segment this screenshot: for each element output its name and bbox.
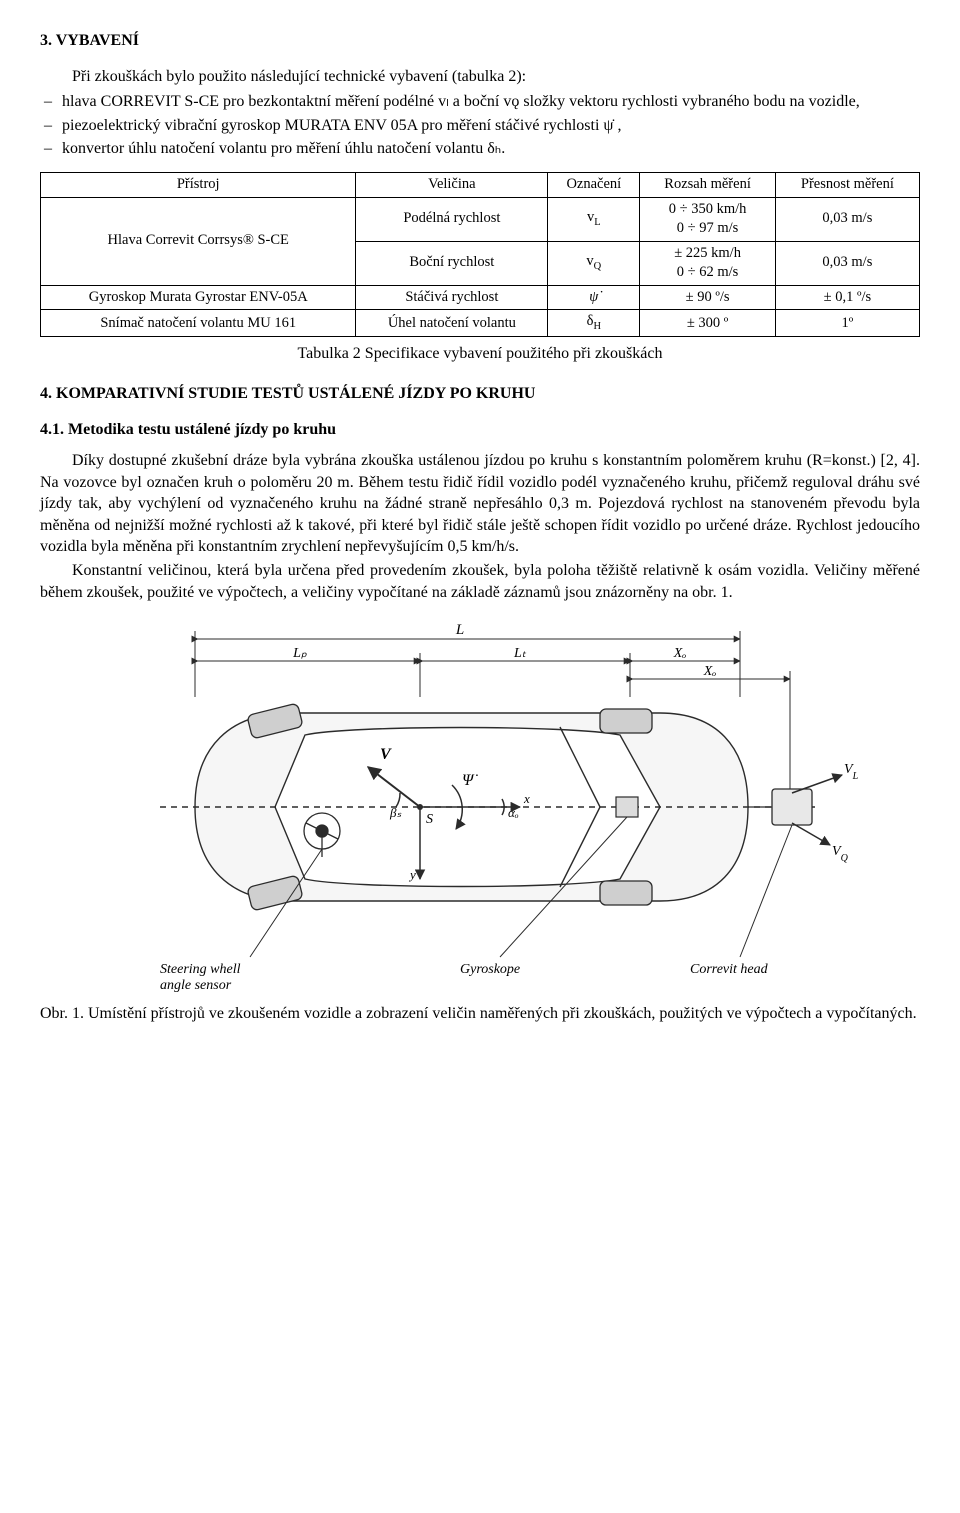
section-3-heading: 3. VYBAVENÍ — [40, 30, 920, 52]
cell-quantity: Úhel natočení volantu — [356, 310, 548, 337]
cell-device: Hlava Correvit Corrsys® S-CE — [41, 197, 356, 285]
cell-symbol: ψ̇ — [548, 285, 640, 310]
dim-Lt: Lₜ — [513, 646, 527, 661]
cell-symbol: vL — [548, 197, 640, 241]
section-4-heading: 4. KOMPARATIVNÍ STUDIE TESTŮ USTÁLENÉ JÍ… — [40, 383, 920, 405]
para-2: Konstantní veličinou, která byla určena … — [40, 560, 920, 603]
label-alphao: αₒ — [508, 805, 519, 820]
table-header-row: Přístroj Veličina Označení Rozsah měření… — [41, 172, 920, 197]
cell-device: Snímač natočení volantu MU 161 — [41, 310, 356, 337]
cell-range: ± 300 º — [640, 310, 775, 337]
callout-correvit: Correvit head — [690, 962, 769, 977]
cell-symbol: vQ — [548, 241, 640, 285]
col-range: Rozsah měření — [640, 172, 775, 197]
cell-quantity: Boční rychlost — [356, 241, 548, 285]
list-item: konvertor úhlu natočení volantu pro měře… — [40, 138, 920, 160]
cell-quantity: Podélná rychlost — [356, 197, 548, 241]
section-4-1-subheading: 4.1. Metodika testu ustálené jízdy po kr… — [40, 419, 920, 441]
dim-Xo-a: Xₒ — [673, 646, 687, 661]
dim-L: L — [455, 622, 464, 638]
cell-range: ± 90 º/s — [640, 285, 775, 310]
para-1: Díky dostupné zkušební dráze byla vybrán… — [40, 450, 920, 558]
col-quantity: Veličina — [356, 172, 548, 197]
callout-steering: Steering whell angle sensor — [160, 962, 244, 993]
equipment-list: hlava CORREVIT S-CE pro bezkontaktní měř… — [40, 91, 920, 160]
gyroscope-box — [616, 797, 638, 817]
label-S: S — [426, 812, 433, 827]
cell-symbol: δH — [548, 310, 640, 337]
dim-Xo-b: Xₒ — [703, 664, 717, 679]
table-caption: Tabulka 2 Specifikace vybavení použitého… — [40, 343, 920, 365]
list-item: piezoelektrický vibrační gyroskop MURATA… — [40, 115, 920, 137]
label-V: V — [380, 746, 392, 763]
cell-range: 0 ÷ 350 km/h 0 ÷ 97 m/s — [640, 197, 775, 241]
table-row: Hlava Correvit Corrsys® S-CE Podélná ryc… — [41, 197, 920, 241]
col-device: Přístroj — [41, 172, 356, 197]
device-text: Hlava Correvit Corrsys® S-CE — [108, 232, 289, 248]
callout-gyro: Gyroskope — [460, 962, 520, 977]
label-betas: βₛ — [389, 805, 401, 820]
dim-Lp: Lₚ — [292, 646, 307, 661]
list-item: hlava CORREVIT S-CE pro bezkontaktní měř… — [40, 91, 920, 113]
label-VL: VL — [844, 762, 859, 782]
col-accuracy: Přesnost měření — [775, 172, 919, 197]
section-3-intro: Při zkouškách bylo použito následující t… — [40, 66, 920, 88]
spec-table: Přístroj Veličina Označení Rozsah měření… — [40, 172, 920, 337]
cell-accuracy: 1º — [775, 310, 919, 337]
vehicle-diagram: L Lₚ Lₜ Xₒ Xₒ — [100, 617, 860, 997]
cg-point — [417, 804, 423, 810]
table-row: Gyroskop Murata Gyrostar ENV-05A Stáčivá… — [41, 285, 920, 310]
col-symbol: Označení — [548, 172, 640, 197]
cell-quantity: Stáčivá rychlost — [356, 285, 548, 310]
label-x: x — [523, 791, 530, 806]
table-row: Snímač natočení volantu MU 161 Úhel nato… — [41, 310, 920, 337]
cell-accuracy: 0,03 m/s — [775, 197, 919, 241]
figure-caption: Obr. 1. Umístění přístrojů ve zkoušeném … — [40, 1003, 920, 1025]
label-VQ: VQ — [832, 844, 849, 864]
cell-range: ± 225 km/h 0 ÷ 62 m/s — [640, 241, 775, 285]
cell-device: Gyroskop Murata Gyrostar ENV-05A — [41, 285, 356, 310]
cell-accuracy: ± 0,1 º/s — [775, 285, 919, 310]
label-y: y — [408, 867, 416, 882]
cell-accuracy: 0,03 m/s — [775, 241, 919, 285]
figure-1: L Lₚ Lₜ Xₒ Xₒ — [40, 617, 920, 997]
